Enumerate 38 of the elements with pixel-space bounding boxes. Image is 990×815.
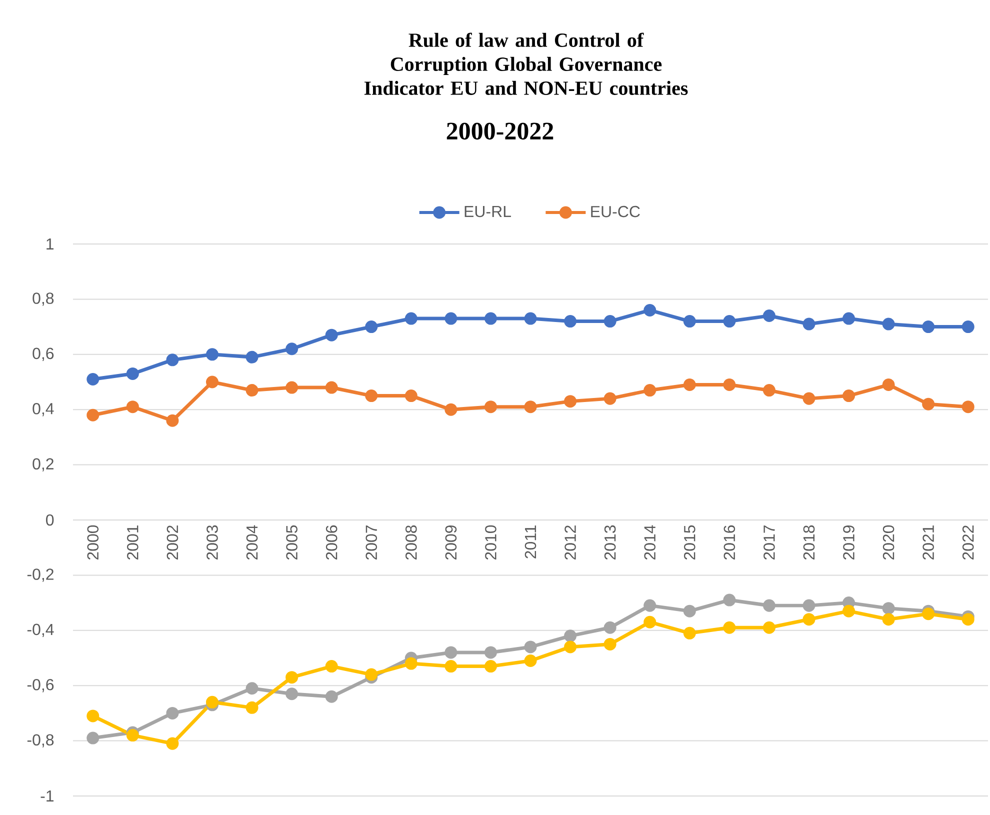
y-tick-label: 0 [46,514,54,526]
x-tick-label: 2004 [246,525,258,560]
y-tick-label: 1 [46,238,54,250]
x-tick-label: 2008 [405,525,417,560]
x-tick-label: 2013 [604,525,616,560]
y-tick-label: 0,2 [32,458,54,472]
x-tick-label: 2009 [445,525,457,560]
legend-label: EU-RL [464,206,511,218]
x-tick-label: 2015 [684,525,696,560]
x-tick-label: 2014 [644,525,656,560]
y-tick-label: 0,4 [32,402,54,416]
x-tick-label: 2002 [166,526,178,560]
x-tick-label: 2022 [962,526,974,560]
y-tick-label: -0,4 [27,624,54,638]
x-tick-label: 2016 [724,525,736,560]
y-tick-label: -1 [40,790,54,802]
x-tick-label: 2003 [206,525,218,560]
x-tick-label: 2018 [803,525,815,560]
x-tick-label: 2010 [485,525,496,560]
x-tick-label: 2000 [87,525,99,560]
x-tick-label: 2007 [366,526,378,560]
x-tick-label: 2020 [882,525,894,560]
x-tick-label: 2011 [524,526,536,558]
y-tick-label: -0,2 [27,568,54,582]
y-tick-label: 0,8 [32,292,54,306]
x-tick-label: 2021 [922,526,934,560]
x-tick-label: 2012 [564,526,576,560]
x-tick-label: 2001 [127,526,138,560]
y-tick-label: -0,8 [27,734,54,748]
legend-label: EU-CC [591,206,640,218]
chart-title: Rule of law and Control of Corruption Global Governance Indicator EU and NON-EU countries [364,32,688,96]
x-tick-label: 2006 [326,525,338,560]
chart-subtitle: 2000-2022 [446,122,554,140]
y-tick-label: -0,6 [27,678,54,692]
x-tick-label: 2017 [764,526,775,560]
x-tick-label: 2005 [286,525,298,560]
y-tick-label: 0,6 [32,348,54,362]
x-tick-label: 2019 [843,525,854,560]
